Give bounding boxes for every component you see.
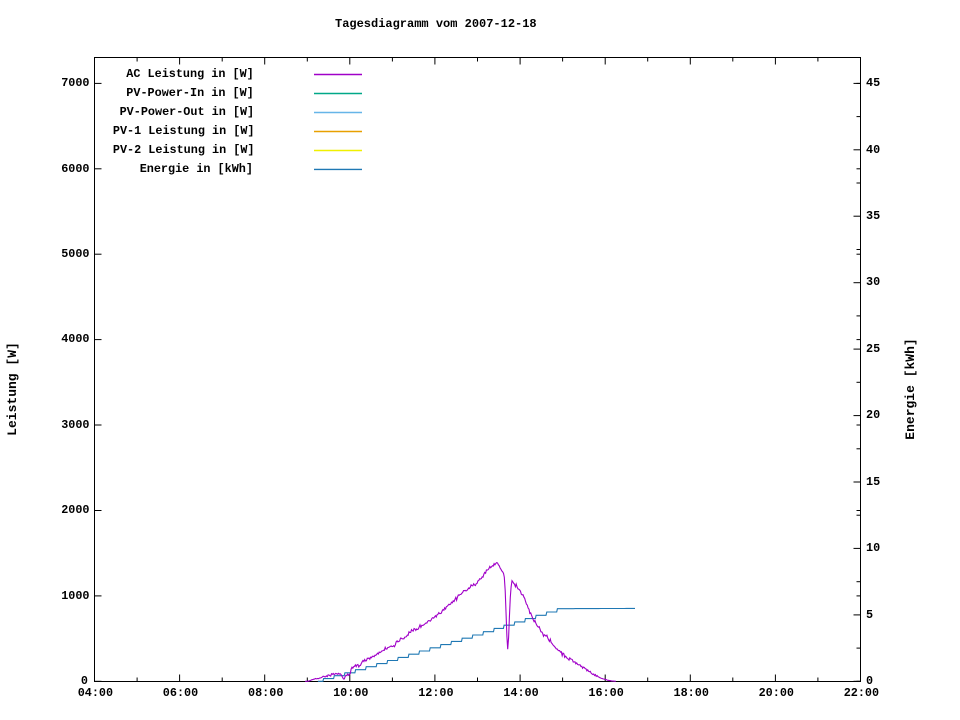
svg-text:Leistung [W]: Leistung [W] bbox=[5, 342, 20, 436]
svg-text:Energie [kWh]: Energie [kWh] bbox=[903, 338, 918, 439]
